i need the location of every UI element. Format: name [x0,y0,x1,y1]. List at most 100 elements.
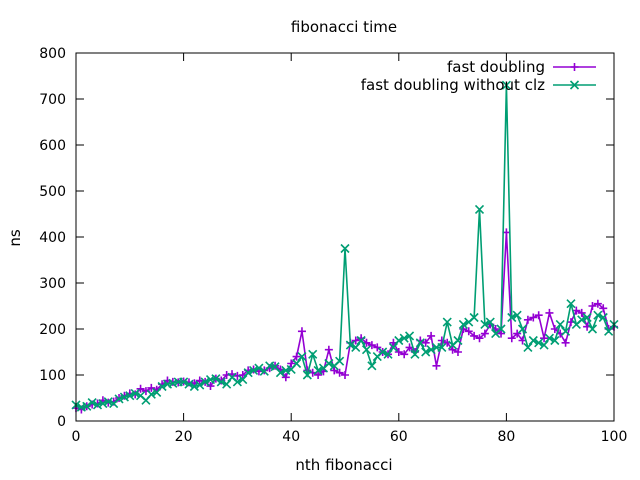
data-point [211,374,221,384]
data-point [404,331,415,341]
series-layer [71,80,619,414]
legend-marker [569,80,580,90]
data-point [308,349,318,359]
data-point [168,378,178,388]
data-point [281,373,290,382]
x-tick-label: 60 [390,429,408,445]
data-point [292,352,301,361]
x-axis-label: nth fibonacci [295,456,392,474]
data-point [232,377,242,387]
data-point [254,363,264,373]
data-point [136,384,145,393]
data-point [238,375,248,385]
y-tick-label: 800 [39,46,66,62]
data-point [243,368,253,378]
data-point [426,345,436,355]
data-point [458,319,468,329]
x-tick-label: 80 [497,429,515,445]
data-point [566,299,576,309]
x-tick-label: 0 [72,429,81,445]
data-point [593,299,602,308]
data-point [340,243,350,254]
data-point [474,204,485,214]
y-tick-label: 300 [39,276,66,292]
data-point [512,310,522,320]
legend-label: fast doubling without clz [361,76,545,94]
data-point [114,394,124,404]
data-point [523,342,533,352]
data-point [388,342,398,352]
data-point [529,313,538,322]
data-point [335,356,345,366]
data-point [480,329,489,338]
data-point [87,398,97,408]
data-point [421,338,430,347]
data-point [367,341,376,350]
data-point [275,368,286,378]
data-point [485,317,495,327]
data-point [469,312,479,323]
data-point [545,308,554,317]
data-point [82,401,92,411]
data-point [98,398,108,409]
data-point [330,366,339,375]
x-tick-label: 20 [175,429,193,445]
data-point [415,338,425,348]
y-axis-label: ns [6,229,24,247]
data-point [324,345,333,354]
data-point [561,338,570,347]
data-point [200,377,210,387]
data-point [184,379,194,389]
data-point [147,383,156,392]
data-point [448,345,457,354]
data-point [222,379,232,389]
data-point [421,347,431,357]
data-point [341,371,349,379]
data-point [587,324,598,334]
series-2 [71,80,619,412]
data-point [92,400,103,410]
data-point [378,347,388,357]
data-point [351,342,361,352]
data-point [513,329,522,338]
data-point [501,80,511,90]
plot-frame [75,52,615,422]
data-point [297,327,306,336]
data-point [373,343,382,352]
data-point [119,392,129,402]
data-point [292,358,302,369]
axis-ticks: 0 20 40 60 80 100 0 100 200 300 400 500 600 700 800 [39,46,627,445]
chart-title: fibonacci time [291,18,397,36]
data-point [475,334,484,343]
data-point [550,335,560,346]
data-point [534,338,544,348]
data-point [146,389,156,399]
data-point [604,326,614,336]
data-point [453,348,462,356]
data-point [528,335,538,346]
x-tick-label: 40 [282,429,300,445]
data-point [453,335,463,346]
data-point [442,317,452,327]
data-point [351,336,360,345]
data-point [130,388,140,398]
data-point [302,370,312,380]
data-point [189,381,199,392]
data-point [593,310,603,320]
x-tick-label: 100 [601,429,628,445]
data-point [179,377,189,387]
y-tick-label: 200 [39,322,66,338]
data-point [361,345,372,355]
data-point [577,315,587,325]
data-point [517,324,528,334]
data-point [550,325,559,333]
data-point [432,361,441,370]
legend-marker [570,63,579,71]
data-point [314,371,323,379]
data-point [410,349,420,359]
data-point [157,381,167,392]
data-point [497,329,506,338]
data-point [383,349,393,359]
